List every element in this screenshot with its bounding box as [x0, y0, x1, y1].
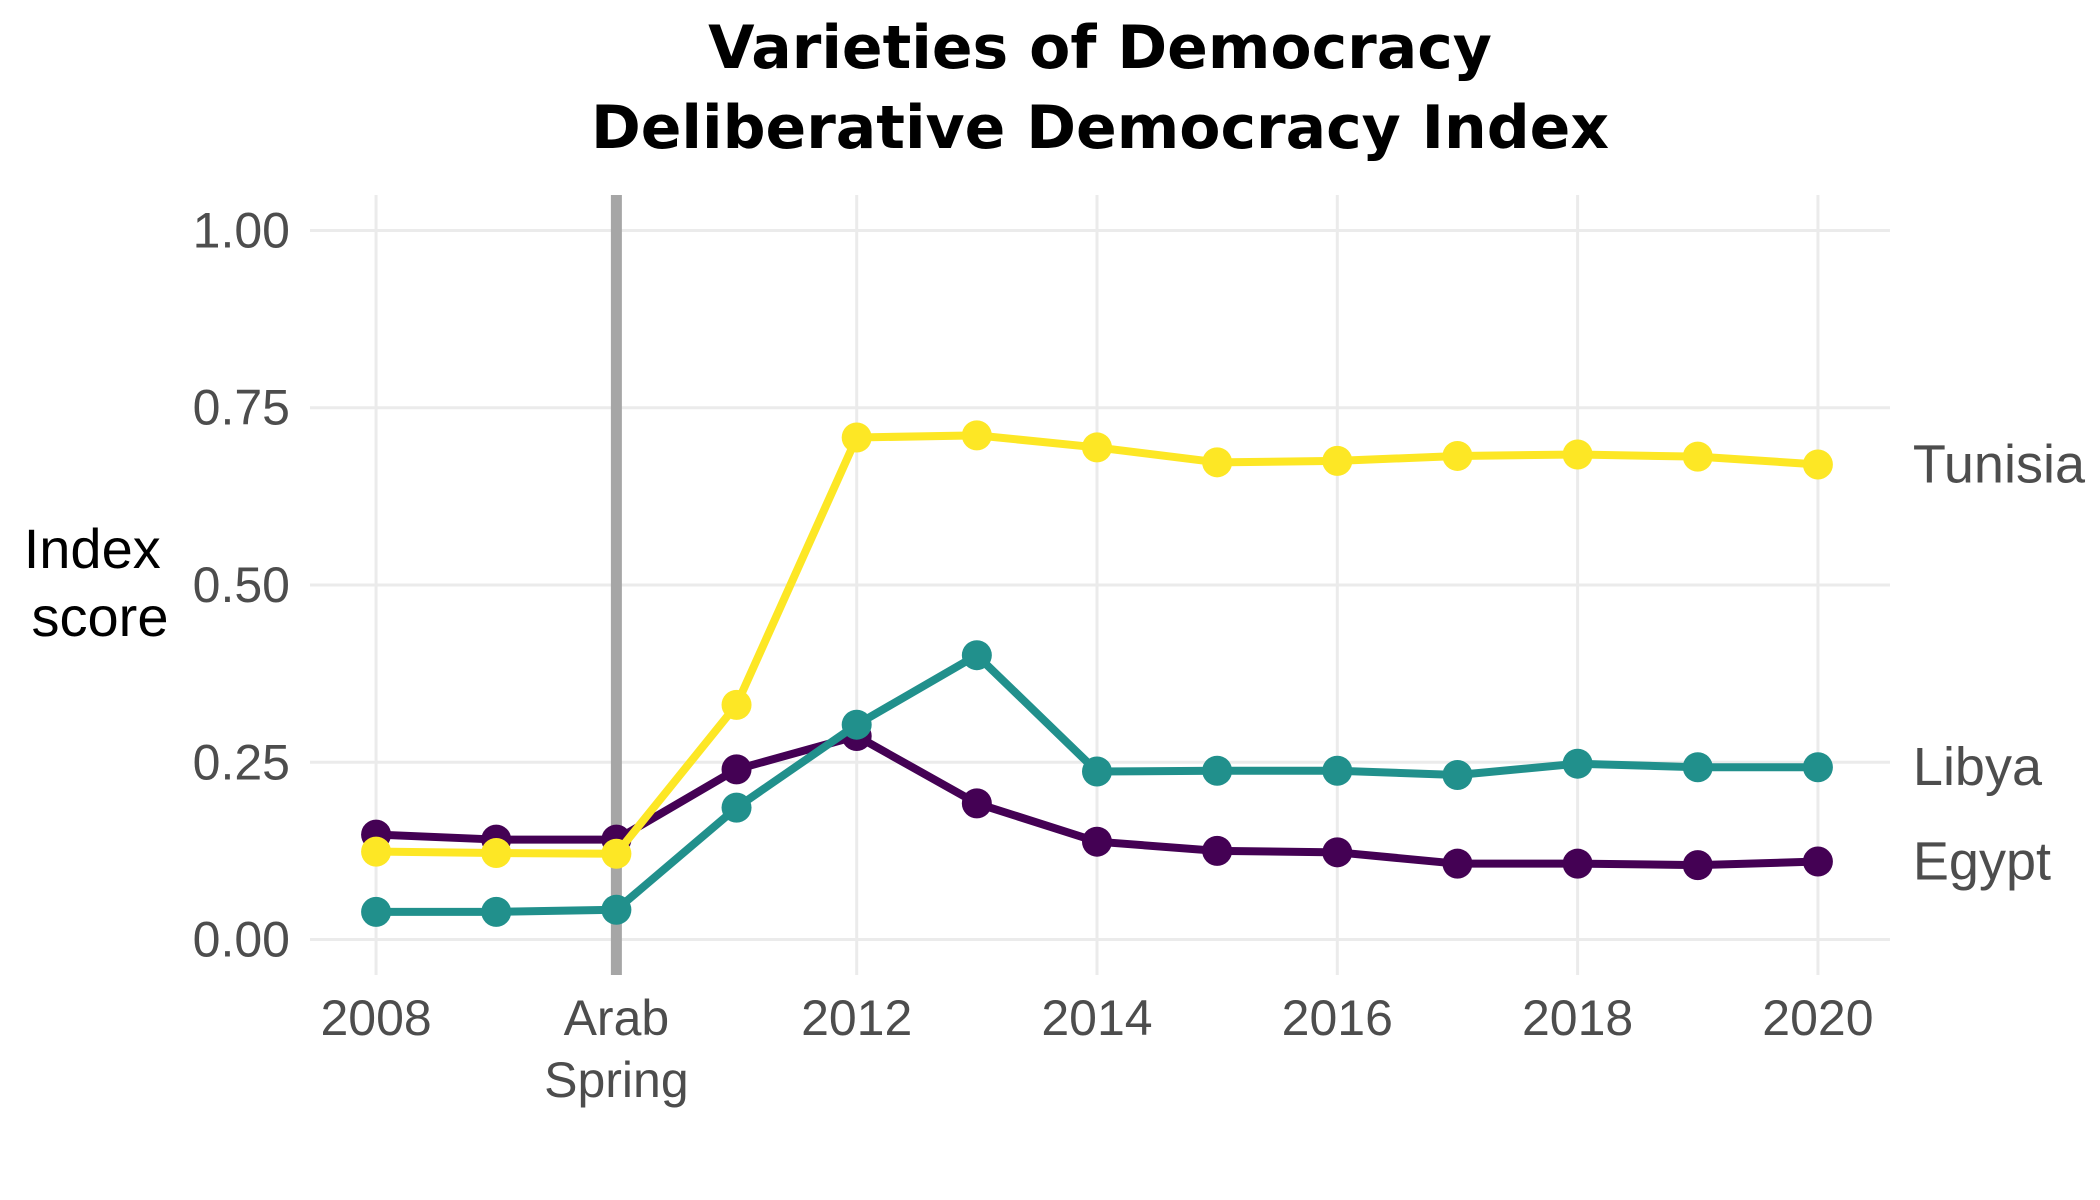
y-tick-label: 0.50	[193, 557, 290, 613]
y-tick-label: 0.75	[193, 380, 290, 436]
series-tunisia	[361, 420, 1833, 869]
x-tick-label: 2014	[1041, 990, 1152, 1046]
tunisia-point	[601, 838, 632, 869]
libya-point	[601, 894, 632, 925]
egypt-point	[1322, 837, 1353, 868]
series-label-tunisia: Tunisia	[1913, 434, 2086, 494]
libya-point	[1202, 755, 1233, 786]
libya-point	[1682, 752, 1713, 783]
libya-point	[361, 896, 392, 927]
tunisia-point	[1802, 449, 1833, 480]
egypt-point	[1202, 835, 1233, 866]
tunisia-point	[1442, 440, 1473, 471]
egypt-point	[961, 788, 992, 819]
libya-point	[721, 792, 752, 823]
y-tick-label: 0.25	[193, 734, 290, 790]
x-tick-label: 2012	[801, 990, 912, 1046]
grid-lines	[310, 195, 1890, 975]
libya-point	[481, 896, 512, 927]
tunisia-point	[481, 838, 512, 869]
tunisia-point	[1682, 441, 1713, 472]
chart-subtitle: Deliberative Democracy Index	[591, 93, 1609, 163]
x-tick-label: 2016	[1282, 990, 1393, 1046]
y-tick-label: 1.00	[193, 202, 290, 258]
libya-point	[1081, 756, 1112, 787]
series-label-libya: Libya	[1913, 737, 2043, 797]
y-axis-title: Index score	[24, 517, 177, 648]
egypt-point	[1562, 848, 1593, 879]
chart-title: Varieties of Democracy	[708, 13, 1492, 83]
libya-point	[1562, 748, 1593, 779]
tunisia-point	[1322, 445, 1353, 476]
series-lines	[361, 420, 1833, 927]
tunisia-point	[841, 422, 872, 453]
libya-point	[961, 640, 992, 671]
tunisia-point	[1562, 439, 1593, 470]
x-tick-label: Spring	[544, 1052, 689, 1108]
series-labels: Egypt Libya Tunisia	[1913, 434, 2086, 891]
egypt-point	[1802, 846, 1833, 877]
libya-point	[841, 709, 872, 740]
y-axis-title-line-1: Index	[24, 517, 161, 580]
tunisia-point	[721, 689, 752, 720]
x-tick-label: 2018	[1522, 990, 1633, 1046]
series-label-egypt: Egypt	[1913, 832, 2051, 892]
egypt-point	[1682, 850, 1713, 881]
egypt-point	[1442, 848, 1473, 879]
x-tick-label: Arab	[564, 990, 670, 1046]
x-tick-label: 2020	[1762, 990, 1873, 1046]
egypt-point	[1081, 826, 1112, 857]
tunisia-point	[961, 420, 992, 451]
tunisia-point	[1081, 432, 1112, 463]
y-tick-label: 0.00	[193, 912, 290, 968]
libya-point	[1322, 755, 1353, 786]
egypt-point	[721, 754, 752, 785]
libya-point	[1442, 760, 1473, 791]
x-tick-label: 2008	[320, 990, 431, 1046]
series-libya	[361, 640, 1833, 927]
libya-point	[1802, 752, 1833, 783]
tunisia-point	[361, 836, 392, 867]
axis-tick-labels: 0.00 0.25 0.50 0.75 1.00 2008 Arab Spring 2012 20…	[193, 202, 1874, 1108]
y-axis-title-line-2: score	[32, 585, 169, 648]
tunisia-point	[1202, 447, 1233, 478]
